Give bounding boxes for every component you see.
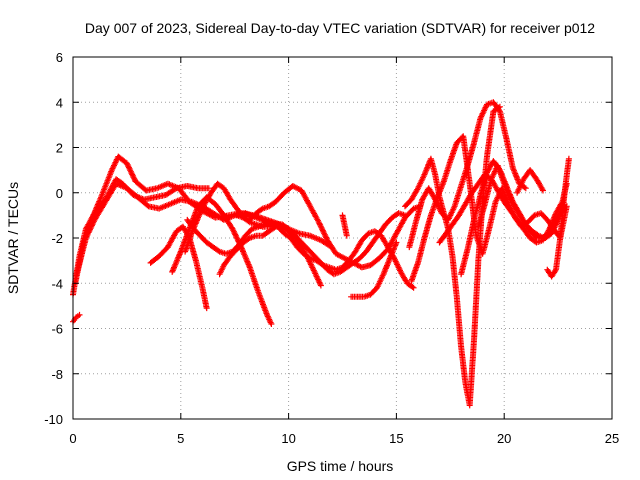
x-axis-label: GPS time / hours [287, 458, 394, 474]
plus-markers [544, 155, 572, 280]
y-tick-label: -6 [51, 322, 63, 337]
series-track-20 [544, 155, 572, 280]
series-track-7 [182, 180, 424, 271]
y-tick-label: 2 [56, 141, 63, 156]
x-tick-label: 5 [177, 431, 184, 446]
series-track-14 [406, 99, 529, 251]
x-tick-label: 20 [497, 431, 511, 446]
series-track-11 [339, 212, 350, 239]
series-track-18 [475, 162, 566, 241]
y-tick-label: -8 [51, 367, 63, 382]
series-track-3 [74, 180, 335, 275]
series-track-10 [233, 210, 408, 278]
y-tick-label: 0 [56, 186, 63, 201]
data-series [70, 99, 572, 409]
series-track-19 [514, 167, 546, 196]
x-tick-label: 0 [69, 431, 76, 446]
x-tick-label: 15 [389, 431, 403, 446]
y-tick-label: 4 [56, 95, 63, 110]
plus-markers [475, 162, 566, 241]
x-tick-label: 25 [605, 431, 619, 446]
y-axis-label: SDTVAR / TECUs [5, 182, 21, 294]
plus-markers [74, 180, 335, 275]
plus-markers [233, 210, 408, 278]
y-tick-label: -2 [51, 231, 63, 246]
plus-markers [70, 311, 83, 325]
chart-title: Day 007 of 2023, Sidereal Day-to-day VTE… [85, 20, 595, 36]
series-track-4 [70, 311, 83, 325]
y-tick-label: -10 [44, 412, 63, 427]
plus-markers [406, 99, 529, 251]
y-tick-label: 6 [56, 50, 63, 65]
x-tick-label: 10 [281, 431, 295, 446]
plus-markers [182, 180, 424, 271]
y-tick-label: -4 [51, 276, 63, 291]
axis-ticks: 0 5 10 15 20 25 -10 -8 -6 -4 -2 0 2 4 6 [44, 50, 619, 446]
plus-markers [339, 212, 350, 239]
plus-markers [348, 239, 400, 300]
plus-markers [408, 133, 570, 284]
series-track-15 [408, 133, 570, 284]
series-track-12 [348, 239, 400, 300]
plus-markers [514, 167, 546, 196]
